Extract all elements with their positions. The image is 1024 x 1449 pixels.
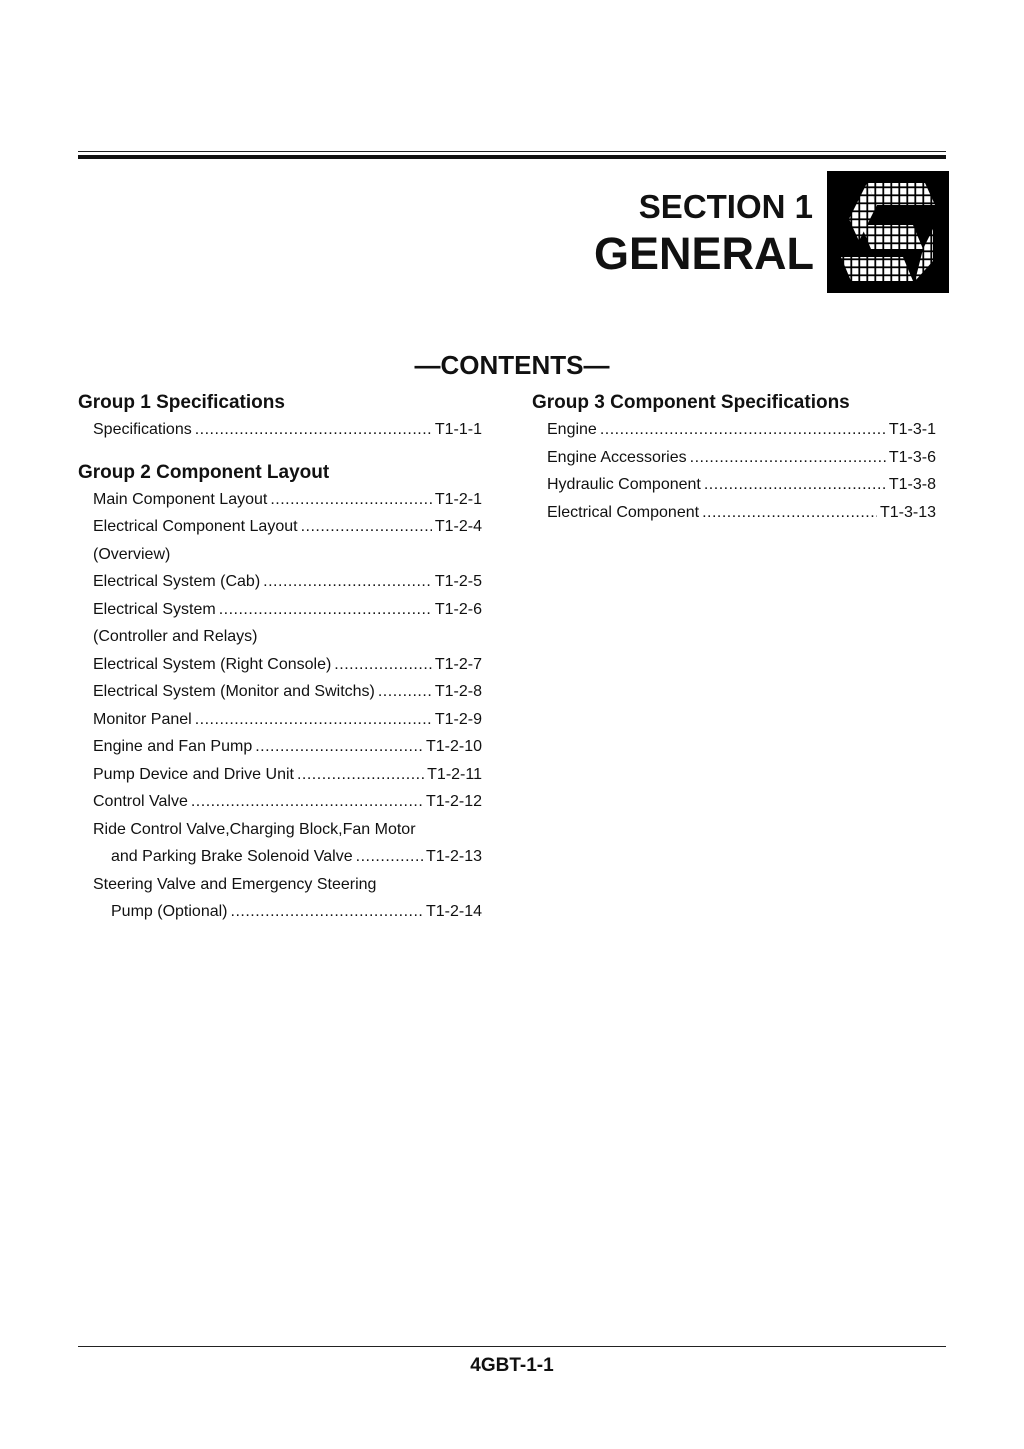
toc-entry[interactable]: Pump (Optional) T1-2-14 — [78, 898, 482, 926]
toc-entry-label: Electrical Component Layout — [93, 518, 298, 535]
toc-entry-page: T1-2-11 — [427, 765, 482, 783]
toc-entry[interactable]: Electrical System (Cab) T1-2-5 — [78, 568, 482, 596]
dot-leader — [270, 486, 432, 514]
section-logo-icon — [827, 171, 949, 293]
dot-leader — [195, 416, 432, 444]
group-heading: Group 1 Specifications — [78, 392, 285, 413]
dot-leader — [600, 416, 886, 444]
dot-leader — [704, 471, 886, 499]
toc-entry-label: Pump Device and Drive Unit — [93, 765, 294, 783]
top-rule-thick — [78, 155, 946, 159]
toc-entry[interactable]: Electrical Component Layout T1-2-4 — [78, 513, 482, 541]
toc-column-left: Group 1 Specifications Specifications T1-… — [78, 390, 482, 926]
toc-entry-label: Engine Accessories — [547, 448, 687, 466]
toc-entry-label: Control Valve — [93, 793, 188, 810]
toc-entry-page: T1-2-1 — [434, 490, 482, 508]
toc-entry-page: T1-3-13 — [879, 503, 936, 521]
toc-entry-label: Specifications — [93, 421, 192, 438]
dot-leader — [191, 788, 423, 816]
toc-entry-label: Electrical System (Cab) — [93, 573, 261, 590]
toc-entry-label: Electrical Component — [547, 503, 700, 521]
dot-leader — [195, 706, 432, 734]
toc-entry[interactable]: Hydraulic Component T1-3-8 — [532, 471, 936, 499]
toc-entry-page: T1-2-12 — [425, 793, 482, 810]
toc-entry-page: T1-2-4 — [434, 518, 482, 535]
toc-entry-page: T1-2-9 — [434, 710, 482, 728]
dot-leader — [263, 568, 432, 596]
dot-leader — [702, 499, 877, 527]
toc-entry[interactable]: Engine and Fan Pump T1-2-10 — [78, 733, 482, 761]
dot-leader — [301, 513, 432, 541]
toc-entry[interactable]: and Parking Brake Solenoid Valve T1-2-13 — [78, 843, 482, 871]
toc-entry[interactable]: Engine Accessories T1-3-6 — [532, 444, 936, 472]
toc-entry[interactable]: Electrical System (Monitor and Switchs) T… — [78, 678, 482, 706]
toc-entry[interactable]: Ride Control Valve,Charging Block,Fan Mo… — [78, 816, 482, 844]
toc-entry[interactable]: Engine T1-3-1 — [532, 416, 936, 444]
top-rule-thin — [78, 151, 946, 152]
toc-entry-page: T1-2-14 — [425, 903, 482, 920]
toc-entry-label: and Parking Brake Solenoid Valve — [111, 848, 353, 865]
toc-entry[interactable]: Electrical Component T1-3-13 — [532, 499, 936, 527]
toc-entry[interactable]: Pump Device and Drive Unit T1-2-11 — [78, 761, 482, 789]
toc-entry-label: (Overview) — [93, 545, 171, 563]
toc-entry-label: Electrical System (Monitor and Switchs) — [93, 683, 375, 700]
page-number: 4GBT-1-1 — [470, 1355, 554, 1376]
toc-entry-page: T1-2-6 — [434, 600, 482, 618]
toc-entry-page: T1-3-1 — [888, 421, 936, 438]
toc-entry-label: Monitor Panel — [93, 710, 192, 728]
toc-entry-page: T1-3-8 — [888, 476, 936, 493]
toc-entry-page: T1-2-5 — [434, 573, 482, 590]
toc-entry[interactable]: Specifications T1-1-1 — [78, 416, 482, 444]
toc-entry-label: Engine and Fan Pump — [93, 738, 253, 755]
group-heading: Group 2 Component Layout — [78, 461, 330, 483]
toc-entry-label: Steering Valve and Emergency Steering — [93, 875, 377, 893]
toc-entry[interactable]: Control Valve T1-2-12 — [78, 788, 482, 816]
toc-entry-page: T1-2-8 — [434, 683, 482, 700]
toc-entry-page: T1-2-7 — [434, 655, 482, 673]
toc-entry-page: T1-3-6 — [888, 448, 936, 466]
section-title: GENERAL — [593, 228, 814, 279]
toc-entry[interactable]: Steering Valve and Emergency Steering — [78, 871, 482, 899]
toc-entry-label: (Controller and Relays) — [93, 628, 258, 645]
footer-rule — [78, 1346, 946, 1347]
toc-entry-page: T1-2-13 — [425, 848, 482, 865]
dot-leader — [219, 596, 432, 624]
group-heading: Group 3 Component Specifications — [532, 392, 850, 413]
toc-entry[interactable]: Monitor Panel T1-2-9 — [78, 706, 482, 734]
toc-entry[interactable]: Main Component Layout T1-2-1 — [78, 486, 482, 514]
toc-entry[interactable]: Electrical System (Right Console) T1-2-7 — [78, 651, 482, 679]
toc-entry[interactable]: Electrical System T1-2-6 — [78, 596, 482, 624]
dot-leader — [231, 898, 423, 926]
toc-entry[interactable]: (Overview) — [78, 541, 482, 569]
section-number: SECTION 1 — [638, 188, 813, 225]
dot-leader — [334, 651, 432, 679]
dot-leader — [690, 444, 886, 472]
toc-entry-label: Ride Control Valve,Charging Block,Fan Mo… — [93, 820, 416, 838]
dot-leader — [356, 843, 423, 871]
toc-entry-label: Electrical System — [93, 600, 216, 618]
contents-heading: —CONTENTS— — [414, 350, 610, 380]
toc-entry-label: Electrical System (Right Console) — [93, 655, 332, 673]
toc-entry-label: Hydraulic Component — [547, 476, 701, 493]
toc-entry-page: T1-2-10 — [425, 738, 482, 755]
toc-column-right: Group 3 Component Specifications Engine T… — [532, 390, 936, 526]
dot-leader — [297, 761, 424, 789]
dot-leader — [255, 733, 423, 761]
toc-entry-page: T1-1-1 — [434, 421, 482, 438]
toc-entry-label: Pump (Optional) — [111, 903, 228, 920]
dot-leader — [378, 678, 432, 706]
toc-entry-label: Engine — [547, 421, 597, 438]
toc-entry-label: Main Component Layout — [93, 490, 268, 508]
toc-entry[interactable]: (Controller and Relays) — [78, 623, 482, 651]
